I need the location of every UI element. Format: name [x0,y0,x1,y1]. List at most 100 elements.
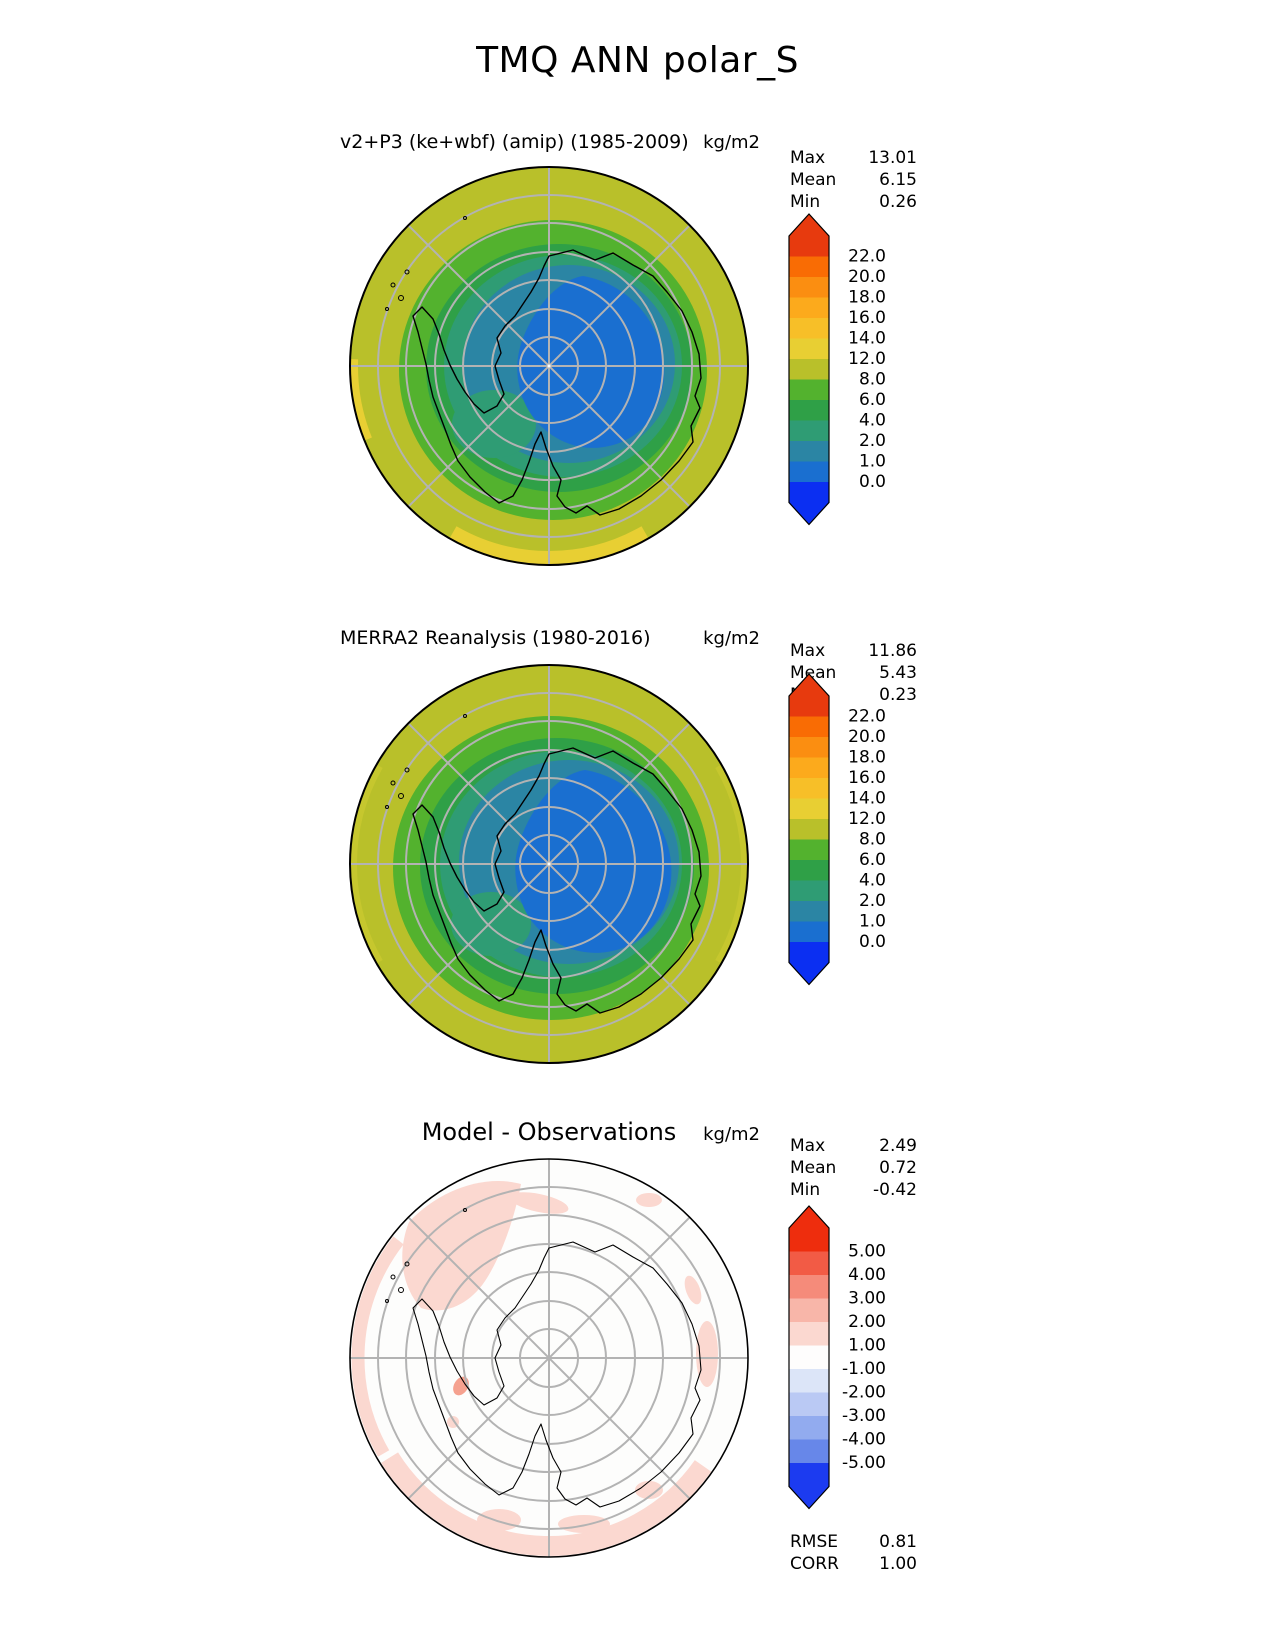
colorbar-segment [789,1369,829,1394]
stat-value: 0.72 [879,1158,917,1178]
colorbar-tick-label: 14.0 [848,789,886,809]
antarctica-coastline [412,249,702,516]
colorbar-tick-label: -4.00 [842,1430,886,1450]
colorbar-tick-label: 2.00 [848,1312,886,1332]
colorbar-segment [789,1298,829,1323]
stat-label: Min [790,192,821,212]
colorbar-tick-label: 22.0 [848,247,886,267]
stat-value: -0.42 [873,1180,917,1200]
contour-band [635,1481,663,1499]
colorbar-tick-label: -3.00 [842,1406,886,1426]
contour-band [477,1509,521,1531]
panel2-units: kg/m2 [703,628,760,649]
colorbar-segment [789,482,829,504]
colorbar-tick-label: 0.0 [859,472,886,492]
island-outline [390,282,396,288]
island-outline [390,1274,396,1280]
stat-label: Max [790,641,826,661]
colorbar-tick-label: 14.0 [848,329,886,349]
contour-band [517,276,665,448]
colorbar-reanalysis: 22.020.018.016.014.012.08.06.04.02.01.00… [788,673,886,986]
colorbar-top-arrow [789,214,829,236]
contour-band-arc [351,1236,404,1457]
panel3-subtitle: Model - Observations [421,1118,677,1146]
stat-value: 0.26 [879,192,917,212]
stat-value: 0.81 [879,1532,917,1552]
stat-label: Mean [790,170,837,190]
colorbar-segment [789,400,829,422]
island-outline [463,714,467,718]
colorbar-tick-label: 4.00 [848,1265,886,1285]
graticule [350,167,748,565]
colorbar-outline [788,673,830,986]
colorbar-segment [789,860,829,882]
colorbar-difference: 5.00 4.00 3.00 2.00 1.00 -1.00 -2.00 -3.00 -4.00… [788,1205,886,1510]
panel2-subtitle: MERRA2 Reanalysis (1980-2016) [340,627,651,649]
map-boundary [349,1158,749,1558]
colorbar-segment [789,277,829,299]
colorbar-segment [789,236,829,258]
colorbar-tick-label: 1.0 [859,452,886,472]
island-outline [398,295,404,301]
colorbar-top-arrow [789,674,829,696]
stat-row: Mean 6.15 [790,169,917,191]
colorbar-tick-label: 12.0 [848,809,886,829]
stat-label: Mean [790,1158,837,1178]
colorbar-segment [789,1345,829,1370]
colorbar-tick-label: 5.00 [848,1242,886,1262]
colorbar-segment [789,901,829,923]
colorbar-tick-label: 16.0 [848,308,886,328]
map-model-polar [349,166,749,566]
stat-value: 1.00 [879,1554,917,1574]
colorbar-segment [789,1439,829,1464]
colorbar-tick-label: 0.0 [859,932,886,952]
map-boundary [349,664,749,1064]
figure-title: TMQ ANN polar_S [476,40,799,81]
colorbar-segment [789,1416,829,1441]
colorbar-model: 22.020.018.016.014.012.08.06.04.02.01.00… [788,213,886,526]
pole-dot [547,862,551,866]
island-outline [398,1287,404,1293]
colorbar-segment [789,1322,829,1347]
contour-band [453,1376,469,1396]
colorbar-segment [789,1463,829,1488]
colorbar-segment [789,880,829,902]
colorbar-segment [789,1275,829,1300]
island-outline [398,793,404,799]
colorbar-tick-label: 18.0 [848,748,886,768]
island-outline [385,1299,389,1303]
colorbar-segment [789,696,829,718]
colorbar-segment [789,297,829,319]
colorbar-segment [789,798,829,820]
stat-row: Min -0.42 [790,1179,917,1201]
stat-value: 13.01 [868,148,917,168]
colorbar-segment [789,778,829,800]
colorbar-segment [789,441,829,463]
colorbar-tick-label: 20.0 [848,267,886,287]
panel1-stats: Max 13.01 Mean 6.15 Min 0.26 [790,147,917,213]
island-outline [385,307,389,311]
contour-band [684,1275,702,1305]
panel3-stats: Max 2.49 Mean 0.72 Min -0.42 [790,1135,917,1201]
island-outline [385,805,389,809]
colorbar-segment [789,921,829,943]
colorbar-segment [789,942,829,964]
panel1-units: kg/m2 [703,132,760,153]
contour-band [451,892,531,956]
stat-value: 11.86 [868,641,917,661]
stat-label: RMSE [790,1532,839,1552]
colorbar-tick-label: 1.0 [859,912,886,932]
colorbar-tick-label: 8.0 [859,830,886,850]
island-outline [390,780,396,786]
colorbar-segment [789,757,829,779]
island-outline [404,269,410,275]
panel3-units: kg/m2 [703,1124,760,1145]
colorbar-segment [789,1228,829,1253]
stat-label: Min [790,1180,821,1200]
colorbar-tick-label: -5.00 [842,1453,886,1473]
colorbar-segment [789,1251,829,1276]
colorbar-tick-label: 2.0 [859,891,886,911]
colorbar-segment [789,338,829,360]
colorbar-segment [789,461,829,483]
